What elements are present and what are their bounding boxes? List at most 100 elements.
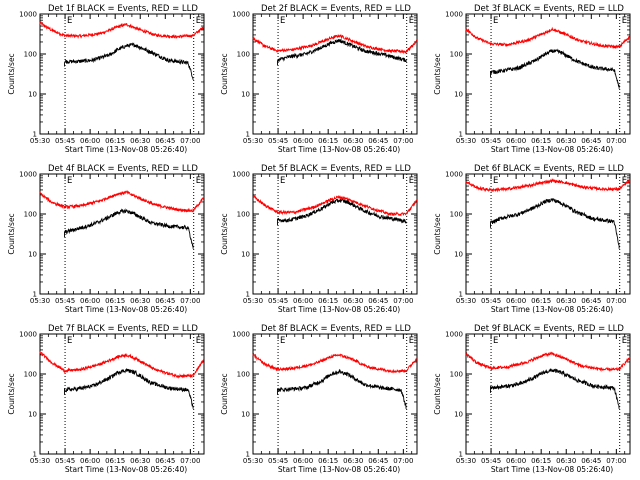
events-series-line: [64, 42, 194, 80]
y-tick-label: 1000: [445, 11, 463, 19]
panel-1: Det 1f BLACK = Events, RED = LLD 1 10 100 10…: [7, 4, 205, 154]
x-tick-label: 06:15: [531, 137, 551, 145]
x-tick-label: 07:00: [606, 457, 626, 465]
x-tick-label: 06:15: [318, 297, 338, 305]
y-axis-label: Counts/sec: [7, 373, 16, 414]
boundary-marker-e: E: [409, 16, 414, 26]
y-tick-label: 100: [237, 371, 250, 379]
x-tick-label: 07:00: [393, 297, 413, 305]
x-tick-label: 07:00: [180, 297, 200, 305]
y-tick-label: 1000: [232, 11, 250, 19]
y-tick-label: 100: [450, 211, 463, 219]
y-tick-label: 10: [28, 411, 37, 419]
lld-series-line: [465, 351, 631, 373]
x-tick-label: 06:45: [368, 457, 388, 465]
x-tick-label: 06:15: [105, 137, 125, 145]
events-series-line: [64, 367, 194, 409]
x-tick-label: 05:45: [268, 297, 288, 305]
events-series-line: [277, 368, 407, 409]
axes-frame: [39, 13, 205, 135]
panel-title: Det 2f BLACK = Events, RED = LLD: [261, 4, 411, 14]
axes-frame: [252, 13, 418, 135]
x-tick-label: 05:30: [30, 457, 50, 465]
y-tick-label: 1000: [445, 331, 463, 339]
y-axis-label: Counts/sec: [433, 213, 442, 254]
boundary-marker-e: E: [493, 176, 498, 186]
panel-6: Det 6f BLACK = Events, RED = LLD 1 10 100 10…: [433, 164, 631, 314]
lld-series-line: [39, 351, 205, 379]
y-tick-label: 1: [33, 291, 37, 299]
axes-frame: [39, 333, 205, 455]
y-tick-label: 1: [246, 291, 250, 299]
x-tick-label: 06:30: [343, 297, 363, 305]
lld-series-line: [465, 178, 631, 193]
x-tick-label: 06:45: [368, 137, 388, 145]
x-tick-label: 07:00: [393, 137, 413, 145]
lld-series-line: [252, 352, 418, 374]
x-tick-label: 06:30: [343, 137, 363, 145]
boundary-marker-e: E: [280, 16, 285, 26]
x-tick-label: 06:15: [531, 457, 551, 465]
y-axis-label: Counts/sec: [7, 53, 16, 94]
x-tick-label: 07:00: [606, 137, 626, 145]
events-series-line: [277, 198, 407, 226]
x-tick-label: 05:30: [30, 297, 50, 305]
panel-3: Det 3f BLACK = Events, RED = LLD 1 10 100 10…: [433, 4, 631, 154]
x-tick-label: 06:00: [80, 457, 100, 465]
y-tick-label: 10: [28, 251, 37, 259]
x-tick-label: 06:30: [556, 297, 576, 305]
y-tick-label: 1000: [232, 171, 250, 179]
y-tick-label: 1: [459, 291, 463, 299]
x-axis-label: Start Time (13-Nov-08 05:26:40): [278, 145, 400, 154]
y-axis-label: Counts/sec: [220, 53, 229, 94]
y-axis-label: Counts/sec: [7, 213, 16, 254]
panel-title: Det 3f BLACK = Events, RED = LLD: [474, 4, 624, 14]
x-tick-label: 05:45: [268, 457, 288, 465]
x-tick-label: 06:45: [581, 457, 601, 465]
boundary-marker-e: E: [622, 176, 627, 186]
y-tick-label: 10: [454, 251, 463, 259]
x-tick-label: 06:00: [293, 297, 313, 305]
axes-frame: [465, 173, 631, 295]
y-tick-label: 10: [28, 91, 37, 99]
x-tick-label: 05:45: [481, 297, 501, 305]
y-tick-label: 10: [241, 251, 250, 259]
x-tick-label: 05:30: [456, 297, 476, 305]
y-tick-label: 1: [33, 451, 37, 459]
y-tick-label: 1000: [232, 331, 250, 339]
x-tick-label: 06:00: [293, 457, 313, 465]
x-tick-label: 05:45: [268, 137, 288, 145]
x-axis-label: Start Time (13-Nov-08 05:26:40): [491, 465, 613, 474]
y-axis-label: Counts/sec: [433, 373, 442, 414]
x-tick-label: 05:45: [481, 457, 501, 465]
x-axis-label: Start Time (13-Nov-08 05:26:40): [65, 145, 187, 154]
y-tick-label: 100: [237, 211, 250, 219]
x-tick-label: 05:30: [243, 297, 263, 305]
x-tick-label: 06:45: [155, 137, 175, 145]
boundary-marker-e: E: [622, 336, 627, 346]
boundary-marker-e: E: [409, 336, 414, 346]
x-tick-label: 06:30: [130, 137, 150, 145]
events-series-line: [64, 208, 194, 249]
y-tick-label: 100: [450, 51, 463, 59]
y-tick-label: 1000: [19, 11, 37, 19]
x-tick-label: 06:30: [343, 457, 363, 465]
y-axis-label: Counts/sec: [220, 373, 229, 414]
y-tick-label: 100: [24, 371, 37, 379]
x-tick-label: 06:45: [581, 297, 601, 305]
x-axis-label: Start Time (13-Nov-08 05:26:40): [278, 305, 400, 314]
x-tick-label: 07:00: [180, 457, 200, 465]
x-tick-label: 06:45: [155, 297, 175, 305]
panel-title: Det 4f BLACK = Events, RED = LLD: [48, 164, 198, 174]
panel-title: Det 5f BLACK = Events, RED = LLD: [261, 164, 411, 174]
y-tick-label: 1000: [19, 171, 37, 179]
boundary-marker-e: E: [493, 16, 498, 26]
x-tick-label: 06:15: [105, 457, 125, 465]
boundary-marker-e: E: [622, 16, 627, 26]
panel-title: Det 7f BLACK = Events, RED = LLD: [48, 324, 198, 334]
x-tick-label: 06:00: [506, 137, 526, 145]
x-tick-label: 05:30: [243, 457, 263, 465]
x-tick-label: 07:00: [180, 137, 200, 145]
y-tick-label: 100: [24, 51, 37, 59]
